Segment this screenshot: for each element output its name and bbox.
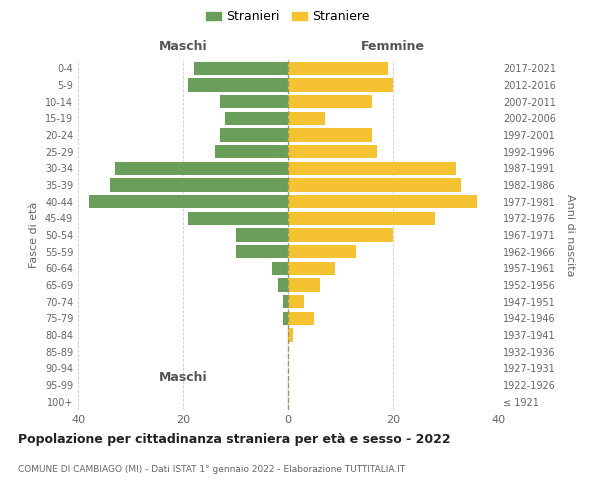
Bar bbox=[288, 195, 477, 208]
Legend: Stranieri, Straniere: Stranieri, Straniere bbox=[206, 10, 370, 24]
Text: COMUNE DI CAMBIAGO (MI) - Dati ISTAT 1° gennaio 2022 - Elaborazione TUTTITALIA.I: COMUNE DI CAMBIAGO (MI) - Dati ISTAT 1° … bbox=[18, 466, 405, 474]
Bar bbox=[277, 278, 288, 291]
Text: Popolazione per cittadinanza straniera per età e sesso - 2022: Popolazione per cittadinanza straniera p… bbox=[18, 432, 451, 446]
Bar bbox=[288, 212, 435, 225]
Bar bbox=[288, 312, 314, 325]
Text: Maschi: Maschi bbox=[158, 372, 208, 384]
Bar bbox=[115, 162, 288, 175]
Bar bbox=[220, 95, 288, 108]
Y-axis label: Anni di nascita: Anni di nascita bbox=[565, 194, 575, 276]
Bar bbox=[288, 228, 393, 241]
Bar bbox=[288, 262, 335, 275]
Bar bbox=[288, 78, 393, 92]
Bar bbox=[288, 162, 456, 175]
Bar bbox=[220, 128, 288, 141]
Text: Femmine: Femmine bbox=[361, 40, 425, 52]
Bar bbox=[288, 278, 320, 291]
Bar bbox=[288, 128, 372, 141]
Bar bbox=[283, 295, 288, 308]
Bar bbox=[288, 62, 388, 75]
Bar bbox=[235, 245, 288, 258]
Bar bbox=[188, 78, 288, 92]
Bar bbox=[288, 145, 377, 158]
Bar bbox=[215, 145, 288, 158]
Bar bbox=[288, 178, 461, 192]
Bar bbox=[288, 295, 304, 308]
Bar bbox=[109, 178, 288, 192]
Bar bbox=[235, 228, 288, 241]
Bar bbox=[225, 112, 288, 125]
Bar bbox=[272, 262, 288, 275]
Y-axis label: Fasce di età: Fasce di età bbox=[29, 202, 39, 268]
Bar bbox=[288, 245, 356, 258]
Bar bbox=[188, 212, 288, 225]
Bar bbox=[283, 312, 288, 325]
Bar bbox=[88, 195, 288, 208]
Bar bbox=[288, 328, 293, 342]
Text: Maschi: Maschi bbox=[158, 40, 208, 52]
Bar bbox=[288, 112, 325, 125]
Bar bbox=[288, 95, 372, 108]
Bar bbox=[193, 62, 288, 75]
